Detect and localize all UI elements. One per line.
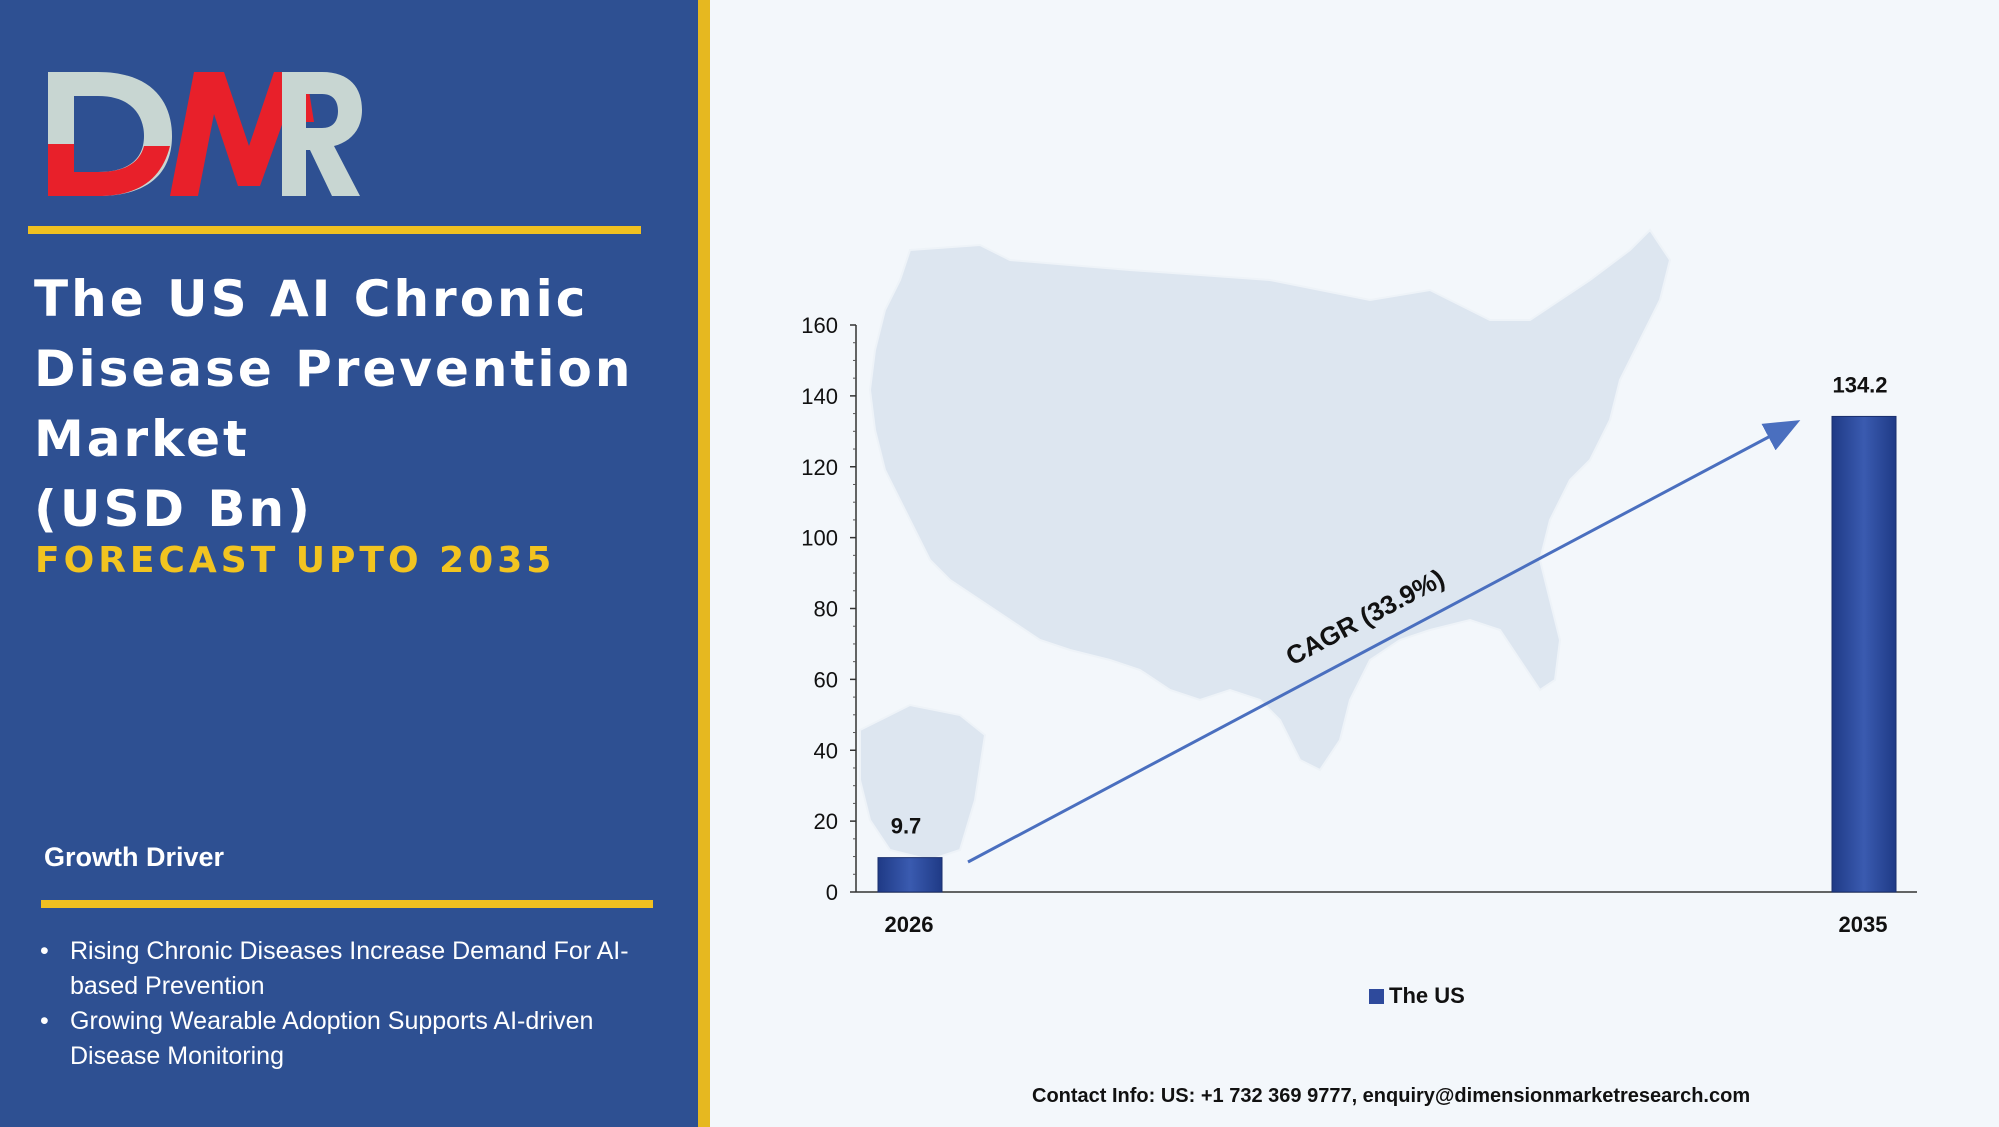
chart-legend: The US — [1369, 983, 1465, 1008]
left-panel: The US AI Chronic Disease Prevention Mar… — [0, 0, 698, 1127]
title-line: Market — [34, 410, 250, 468]
dmr-logo — [48, 72, 362, 196]
growth-driver-list: Rising Chronic Diseases Increase Demand … — [38, 934, 658, 1074]
y-tick-label: 140 — [801, 384, 838, 409]
legend-swatch — [1369, 989, 1384, 1004]
y-tick-label: 160 — [801, 313, 838, 338]
chart-area: 0 20 40 60 80 100 120 140 160 9.7 2026 134.2 2035 C… — [710, 0, 1999, 1127]
us-map-background — [859, 228, 1672, 862]
bar-2035 — [1831, 415, 1897, 893]
y-tick-label: 60 — [814, 667, 838, 692]
contact-info: Contact Info: US: +1 732 369 9777, enqui… — [1032, 1085, 1751, 1107]
data-label: 134.2 — [1832, 372, 1887, 397]
title-line: (USD Bn) — [34, 480, 313, 538]
title-line: The US AI Chronic — [34, 270, 589, 328]
page-title: The US AI Chronic Disease Prevention Mar… — [34, 264, 674, 544]
labels-group: 9.7 2026 134.2 2035 — [885, 372, 1888, 937]
bar-2026 — [877, 857, 943, 893]
y-tick-label: 120 — [801, 455, 838, 480]
y-tick-label: 0 — [826, 880, 838, 905]
legend-label: The US — [1389, 983, 1465, 1008]
y-tick-label: 80 — [814, 597, 838, 622]
growth-driver-heading: Growth Driver — [44, 842, 225, 872]
gold-stripe — [698, 0, 710, 1127]
y-tick-label: 40 — [814, 738, 838, 763]
bars-group — [877, 415, 1897, 893]
y-tick-label: 20 — [814, 809, 838, 834]
title-line: Disease Prevention — [34, 340, 634, 398]
x-tick-label: 2026 — [885, 912, 934, 937]
data-label: 9.7 — [891, 814, 922, 839]
growth-driver-item: Growing Wearable Adoption Supports AI-dr… — [38, 1004, 658, 1074]
y-tick-label: 100 — [801, 526, 838, 551]
divider-growth — [41, 900, 653, 908]
x-tick-label: 2035 — [1839, 912, 1888, 937]
cagr-arrow — [967, 420, 1801, 864]
forecast-subtitle: FORECAST UPTO 2035 — [35, 540, 556, 581]
divider-top — [28, 226, 641, 234]
chart-axes: 0 20 40 60 80 100 120 140 160 — [801, 313, 1917, 905]
growth-driver-item: Rising Chronic Diseases Increase Demand … — [38, 934, 658, 1004]
